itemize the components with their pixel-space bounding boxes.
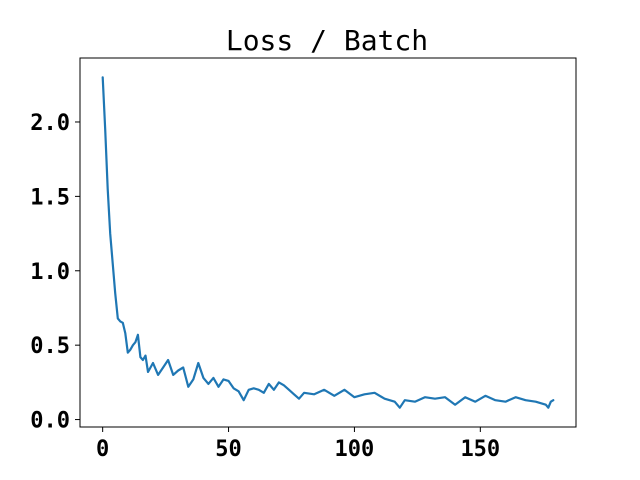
y-tick-label: 2.0	[30, 111, 70, 136]
series-group	[101, 76, 555, 409]
plot-area-frame	[79, 57, 577, 428]
y-tick-label: 0.0	[30, 409, 70, 434]
x-tick-label: 100	[335, 437, 375, 462]
x-tick-label: 150	[460, 437, 500, 462]
y-tick-label: 0.5	[30, 334, 70, 359]
y-tick-label: 1.0	[30, 260, 70, 285]
loss-series-line	[101, 76, 555, 409]
x-tick-label: 0	[96, 437, 109, 462]
chart-title: Loss / Batch	[226, 24, 428, 57]
x-axis: 0 50 100 150	[96, 427, 500, 462]
y-tick-label: 1.5	[30, 185, 70, 210]
x-tick-label: 50	[215, 437, 242, 462]
y-axis: 0.0 0.5 1.0 1.5 2.0	[30, 111, 80, 434]
